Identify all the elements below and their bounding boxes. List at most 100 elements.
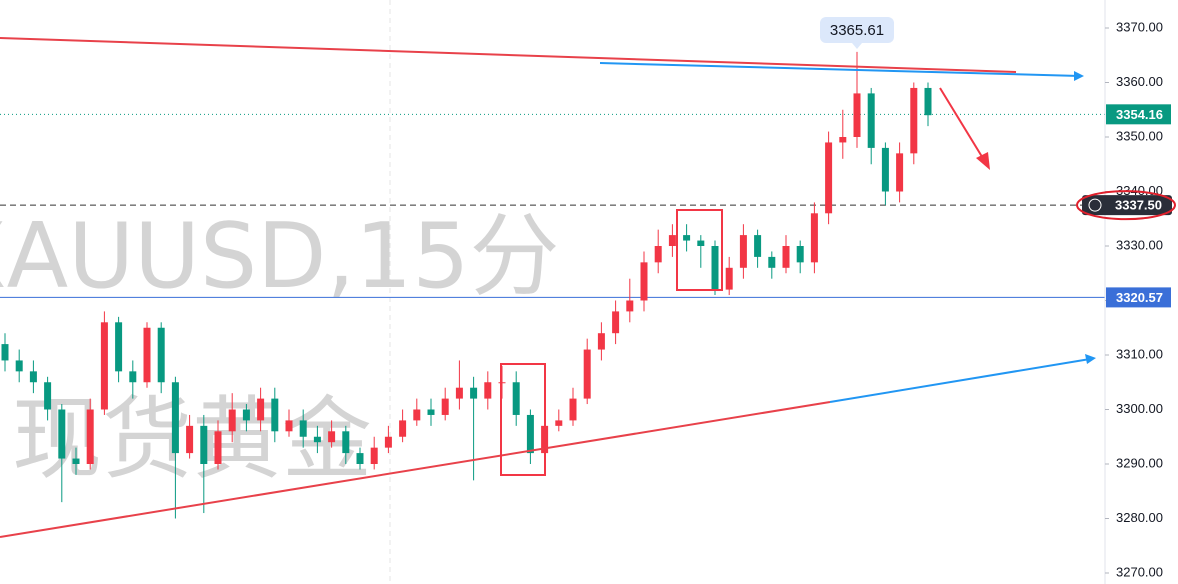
candle-body xyxy=(470,387,478,399)
candle-body xyxy=(768,256,776,268)
candle-body xyxy=(228,409,236,432)
candle-body xyxy=(328,431,336,443)
arrow-head xyxy=(1074,71,1084,81)
crosshair-icon xyxy=(1088,198,1102,212)
crosshair-label: 3337.50 xyxy=(1115,198,1162,213)
high-label-pointer xyxy=(852,43,862,49)
candle-body xyxy=(285,420,293,432)
candle-body xyxy=(896,153,904,192)
support-extension xyxy=(829,358,1091,403)
arrow-head xyxy=(976,152,990,170)
down-arrow xyxy=(939,87,985,161)
candle-body xyxy=(441,398,449,415)
candle-body xyxy=(825,142,833,214)
price-lines xyxy=(0,113,1105,298)
last-price-label: 3354.16 xyxy=(1116,107,1163,122)
candle-body xyxy=(370,447,378,464)
candle-body xyxy=(384,436,392,448)
candle-body xyxy=(427,409,435,415)
support-line xyxy=(0,401,831,538)
y-tick-label: 3310.00 xyxy=(1116,346,1163,361)
candle-body xyxy=(200,425,208,464)
candle-body xyxy=(725,267,733,290)
y-tick-label: 3290.00 xyxy=(1116,455,1163,470)
y-tick-label: 3370.00 xyxy=(1116,19,1163,34)
candle-body xyxy=(214,431,222,464)
candle-body xyxy=(640,262,648,301)
drawings xyxy=(0,37,1096,538)
candle-body xyxy=(512,382,520,415)
candle-body xyxy=(810,213,818,263)
resistance-line xyxy=(0,37,1017,73)
candle-body xyxy=(72,458,80,464)
arrow-head xyxy=(1085,354,1096,364)
candle-body xyxy=(271,398,279,432)
alert-tag xyxy=(1106,287,1171,308)
candle-body xyxy=(100,322,108,410)
watermark-symbol: XAUUSD,15分 xyxy=(0,204,560,309)
last-price-tag xyxy=(1106,104,1171,125)
candle-body xyxy=(739,235,747,268)
candle-body xyxy=(839,137,847,143)
candle-body xyxy=(583,349,591,399)
candle-body xyxy=(569,398,577,421)
candle-body xyxy=(143,327,151,383)
candle-body xyxy=(242,409,250,421)
candle-body xyxy=(754,235,762,257)
candle-body xyxy=(15,360,23,372)
candle-body xyxy=(1,344,9,361)
candle-body xyxy=(654,246,662,263)
y-tick-label: 3300.00 xyxy=(1116,401,1163,416)
price-axis: 3370.00 3360.00 3350.00 3340.00 3330.00 3320.… xyxy=(1076,19,1176,579)
candle-body xyxy=(342,431,350,454)
candle-body xyxy=(299,420,307,437)
candle-body xyxy=(597,333,605,350)
candle-body xyxy=(782,246,790,268)
y-tick-label: 3280.00 xyxy=(1116,510,1163,525)
highlight-box xyxy=(500,363,546,476)
y-tick-label: 3360.00 xyxy=(1116,74,1163,89)
candle-body xyxy=(924,87,932,116)
y-tick-label: 3350.00 xyxy=(1116,128,1163,143)
candle-body xyxy=(683,235,691,241)
candle-body xyxy=(853,93,861,137)
candle-body xyxy=(612,311,620,334)
candle-body xyxy=(484,382,492,399)
candle-body xyxy=(796,246,804,263)
candle-body xyxy=(867,93,875,148)
candle-body xyxy=(313,436,321,443)
candle-body xyxy=(455,387,463,399)
highlight-ellipse xyxy=(1076,190,1176,221)
candle-body xyxy=(881,147,889,192)
candle-body xyxy=(526,414,534,454)
candle-body xyxy=(171,382,179,454)
candles: 3365.61 xyxy=(1,17,932,519)
candle-body xyxy=(910,87,918,154)
alert-label: 3320.57 xyxy=(1116,290,1163,305)
candle-body xyxy=(115,322,123,372)
candle-body xyxy=(668,235,676,246)
resistance-extension xyxy=(599,62,1081,77)
candle-body xyxy=(44,382,52,410)
candle-body xyxy=(29,371,37,383)
y-tick-label: 3270.00 xyxy=(1116,564,1163,579)
y-tick-label: 3340.00 xyxy=(1116,183,1163,198)
candle-body xyxy=(257,398,265,421)
candle-body xyxy=(129,371,137,383)
high-label: 3365.61 xyxy=(830,22,884,39)
candle-body xyxy=(186,425,194,454)
candle-body xyxy=(157,327,165,383)
high-label-bg xyxy=(820,17,894,43)
candle-body xyxy=(697,240,705,246)
crosshair-tag xyxy=(1082,195,1172,216)
candle-body xyxy=(58,409,66,459)
highlight-box xyxy=(676,209,723,291)
candle-body xyxy=(86,409,94,464)
candle-body xyxy=(399,420,407,437)
candle-body xyxy=(626,300,634,312)
candle-body xyxy=(356,453,364,464)
candle-body xyxy=(555,420,563,426)
y-tick-label: 3330.00 xyxy=(1116,237,1163,252)
